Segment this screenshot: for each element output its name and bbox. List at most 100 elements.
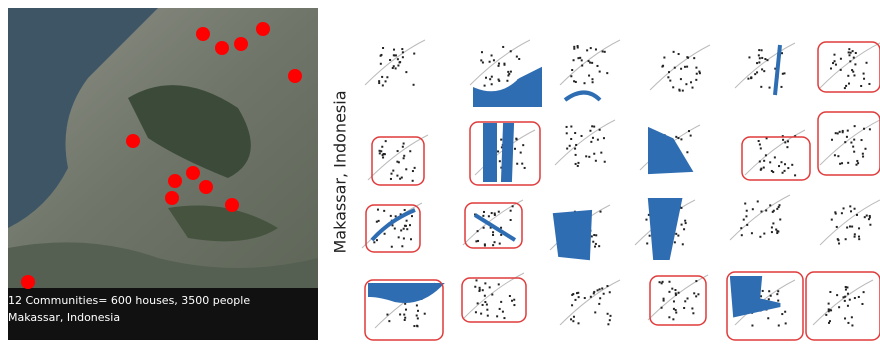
building (399, 313, 401, 315)
building (841, 212, 843, 214)
building (845, 286, 847, 288)
building (476, 279, 478, 281)
building (756, 62, 758, 64)
building (687, 297, 689, 299)
building (777, 290, 779, 292)
building (853, 139, 855, 141)
building (380, 54, 382, 56)
building (836, 226, 838, 228)
building (863, 73, 865, 75)
community-marker (288, 69, 302, 83)
building (858, 238, 860, 240)
building (396, 161, 398, 163)
building (778, 324, 780, 326)
building (609, 291, 611, 293)
building (675, 233, 677, 235)
building (850, 52, 852, 54)
building (858, 236, 860, 238)
building (424, 313, 426, 315)
building (661, 66, 663, 68)
building (695, 295, 697, 297)
building (752, 208, 754, 210)
building (577, 57, 579, 59)
building (847, 322, 849, 324)
building (854, 297, 856, 299)
building (669, 80, 671, 82)
building (756, 71, 758, 73)
building (481, 51, 483, 53)
building (482, 289, 484, 291)
building (380, 150, 382, 152)
building (683, 228, 685, 230)
building (603, 293, 605, 295)
building (593, 291, 595, 293)
building (380, 63, 382, 65)
building (477, 230, 479, 232)
building (499, 308, 501, 310)
building (578, 322, 580, 324)
building (477, 302, 479, 304)
building (761, 49, 763, 51)
building (396, 175, 398, 177)
building (416, 325, 418, 327)
building (772, 171, 774, 173)
building (494, 241, 496, 243)
building (836, 294, 838, 296)
building (575, 163, 577, 165)
building (763, 167, 765, 169)
building (751, 232, 753, 234)
building (839, 131, 841, 133)
building (760, 147, 762, 149)
building (603, 137, 605, 139)
building (378, 220, 380, 222)
building (674, 289, 676, 291)
building (390, 215, 392, 217)
building (674, 67, 676, 69)
building (777, 300, 779, 302)
building (686, 151, 688, 153)
building (574, 148, 576, 150)
building (746, 210, 748, 212)
building (410, 238, 412, 240)
building (760, 86, 762, 88)
building (588, 60, 590, 62)
building (646, 242, 648, 244)
building (760, 168, 762, 170)
building (649, 235, 651, 237)
building (684, 220, 686, 222)
building (668, 316, 670, 318)
building (845, 289, 847, 291)
community-marker (186, 166, 200, 180)
building (825, 314, 827, 316)
caption: 12 Communities= 600 houses, 3500 people … (8, 292, 308, 326)
building (845, 85, 847, 87)
water-body (485, 125, 512, 180)
building (513, 299, 515, 301)
building (579, 57, 581, 59)
building (398, 236, 400, 238)
building (850, 142, 852, 144)
building (769, 161, 771, 163)
building (586, 49, 588, 51)
building (373, 241, 375, 243)
building (759, 143, 761, 145)
building (386, 314, 388, 316)
building (847, 162, 849, 164)
building (577, 45, 579, 47)
building (854, 208, 856, 210)
building (844, 317, 846, 319)
building (507, 71, 509, 73)
building (852, 146, 854, 148)
building (678, 53, 680, 55)
building (597, 139, 599, 141)
building (393, 65, 395, 67)
building (750, 76, 752, 78)
building (497, 150, 499, 152)
building (831, 139, 833, 141)
building (485, 77, 487, 79)
building (402, 56, 404, 58)
building (682, 90, 684, 92)
building (573, 48, 575, 50)
building (784, 170, 786, 172)
building (846, 286, 848, 288)
